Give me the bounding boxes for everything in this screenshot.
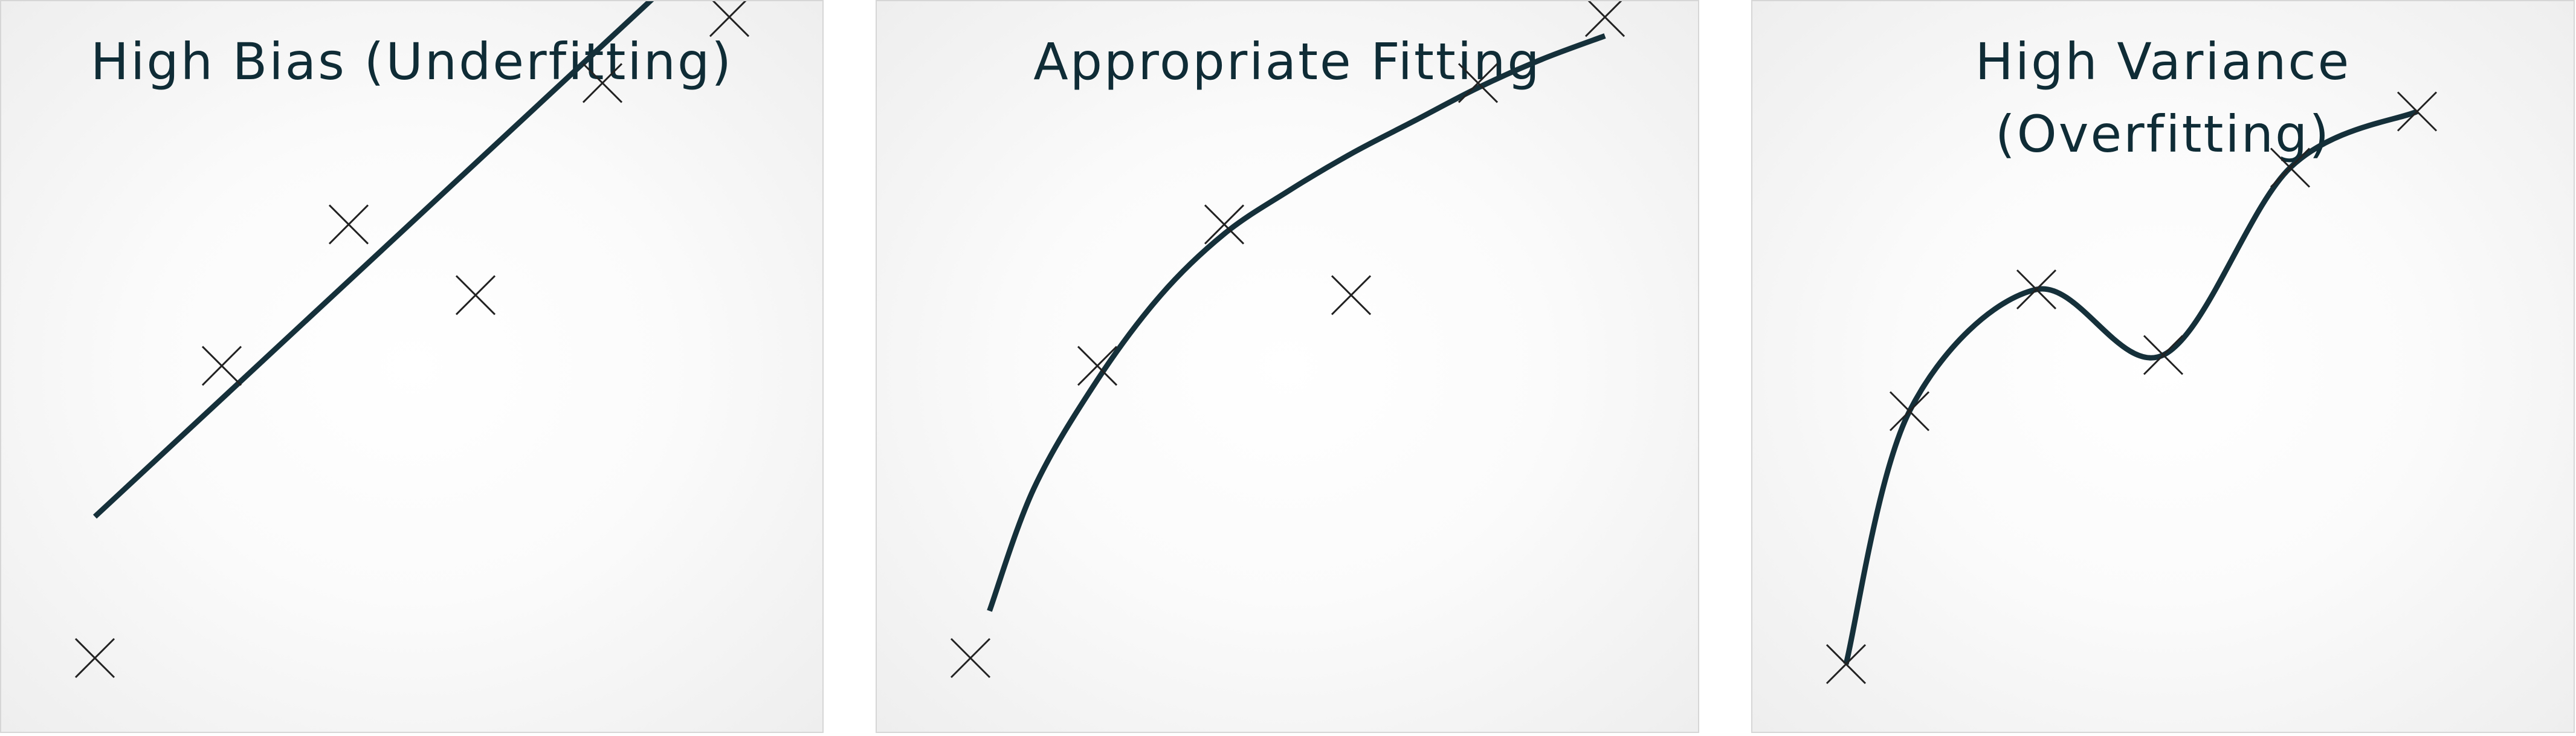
fit-curve [1843, 109, 2418, 665]
data-point-marker [2143, 335, 2184, 375]
data-point-marker [2270, 147, 2311, 188]
data-point-marker [950, 638, 991, 679]
data-point-marker [709, 1, 750, 37]
fit-curve [92, 1, 654, 519]
panel-appropriate-fitting: Appropriate Fitting [876, 0, 1699, 733]
panel-plot [1825, 91, 2438, 685]
data-point-marker [2016, 269, 2057, 310]
panel-plot [74, 1, 750, 679]
panel-title: Appropriate Fitting [1033, 32, 1541, 91]
data-point-marker [1077, 346, 1118, 386]
fit-curve [987, 33, 1606, 612]
panel-plot [950, 1, 1625, 679]
data-point-marker [582, 63, 623, 103]
data-point-marker [455, 275, 496, 315]
data-point-marker [201, 346, 242, 386]
panel-overfitting: High Variance (Overfitting) [1751, 0, 2575, 733]
data-point-marker [1825, 644, 1867, 685]
data-point-marker [1584, 1, 1625, 37]
data-point-marker [328, 204, 369, 245]
panel-underfitting: High Bias (Underfitting) [0, 0, 824, 733]
data-point-marker [1204, 204, 1245, 245]
data-point-marker [1457, 63, 1499, 103]
data-point-marker [2397, 91, 2438, 132]
data-point-marker [74, 638, 115, 679]
panel-title: High Variance (Overfitting) [1975, 32, 2351, 164]
data-point-marker [1889, 391, 1930, 431]
data-point-marker [1331, 275, 1372, 315]
panel-title: High Bias (Underfitting) [90, 32, 734, 91]
